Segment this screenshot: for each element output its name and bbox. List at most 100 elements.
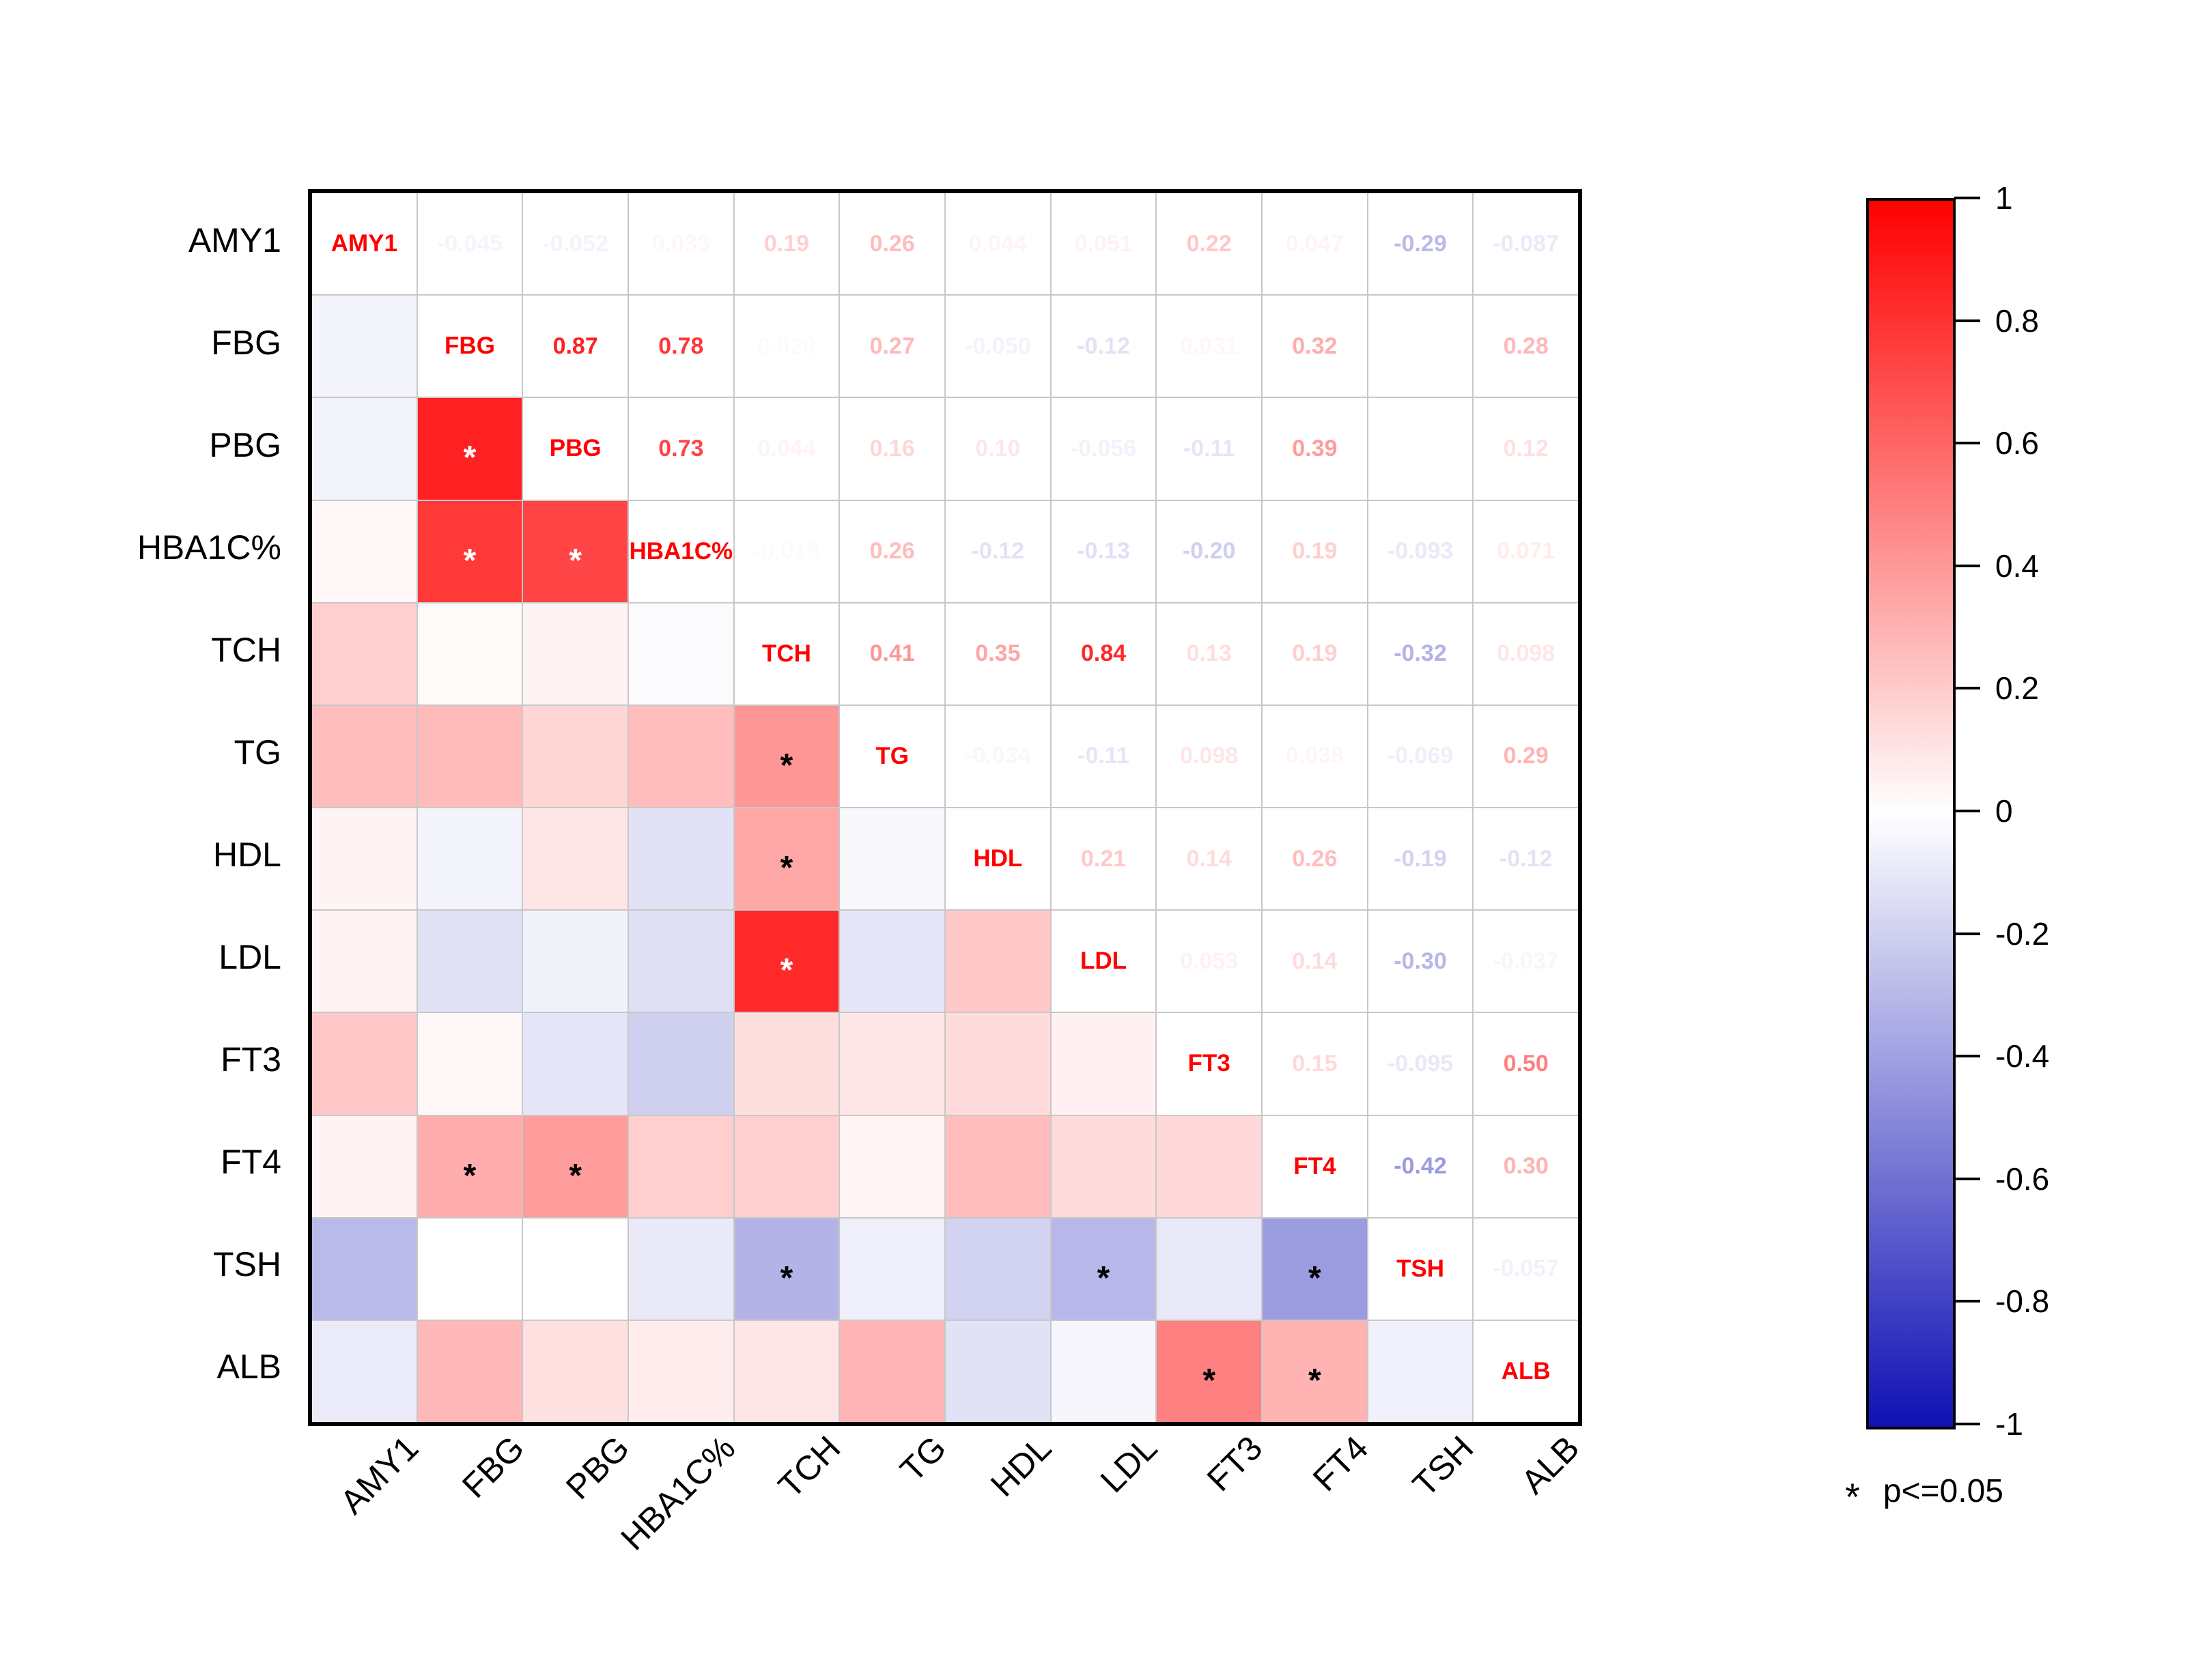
cell-PBG-TCH: 0.044	[734, 398, 839, 500]
cell-FBG-LDL: -0.12	[1051, 296, 1156, 397]
cell-TG-AMY1	[312, 705, 417, 807]
y-axis-label-FT4: FT4	[221, 1143, 281, 1181]
diagonal-label-ALB: ALB	[1501, 1357, 1551, 1384]
cell-FT4-PBG: *	[523, 1115, 628, 1217]
corr-value-FBG-FT4: 0.32	[1292, 332, 1338, 359]
cell-TCH-FT4: 0.19	[1263, 603, 1367, 704]
corr-value-LDL-TSH: -0.30	[1394, 948, 1447, 974]
corr-value-FT4-ALB: 0.30	[1503, 1153, 1549, 1180]
cell-LDL-TCH: *	[734, 911, 839, 1012]
diagonal-label-LDL: LDL	[1080, 948, 1127, 975]
cell-FBG-FT3: 0.031	[1157, 296, 1261, 397]
cell-FBG-HBA1C%: 0.78	[629, 296, 733, 397]
cell-TSH-AMY1	[312, 1218, 417, 1320]
cell-AMY1-HDL: 0.044	[946, 193, 1050, 295]
cell-AMY1-PBG: -0.052	[523, 193, 628, 295]
cell-FT3-TSH: -0.095	[1368, 1013, 1473, 1115]
cell-HBA1C%-FT3: -0.20	[1157, 500, 1261, 602]
cell-PBG-LDL: -0.056	[1051, 398, 1156, 500]
cell-TSH-HDL	[946, 1218, 1050, 1320]
cell-TG-LDL: -0.11	[1051, 705, 1156, 807]
cell-AMY1-FT4: 0.047	[1263, 193, 1367, 295]
cell-FT3-FT4: 0.15	[1263, 1013, 1367, 1115]
cell-LDL-LDL: LDL	[1051, 911, 1156, 1012]
corr-value-HDL-FT4: 0.26	[1292, 845, 1338, 872]
cell-PBG-ALB: 0.12	[1474, 398, 1578, 500]
corr-value-TCH-ALB: 0.098	[1497, 640, 1556, 667]
cell-TSH-ALB: -0.057	[1474, 1218, 1578, 1320]
cell-ALB-TCH	[734, 1320, 839, 1422]
cell-FBG-FT4: 0.32	[1263, 296, 1367, 397]
cell-TG-TSH: -0.069	[1368, 705, 1473, 807]
cell-HDL-HBA1C%	[629, 808, 733, 910]
corr-value-HBA1C%-ALB: 0.071	[1497, 538, 1556, 565]
cell-FBG-FBG: FBG	[417, 296, 522, 397]
cell-FT3-AMY1	[312, 1013, 417, 1115]
cell-HBA1C%-ALB: 0.071	[1474, 500, 1578, 602]
corr-value-TCH-FT4: 0.19	[1292, 640, 1338, 667]
corr-value-PBG-LDL: -0.056	[1070, 435, 1137, 461]
cell-TG-ALB: 0.29	[1474, 705, 1578, 807]
corr-value-AMY1-HDL: 0.044	[968, 230, 1027, 257]
corr-value-TG-LDL: -0.11	[1078, 743, 1129, 769]
corr-value-LDL-FT4: 0.14	[1292, 948, 1338, 974]
cell-HDL-FT3: 0.14	[1157, 808, 1261, 910]
diagonal-label-AMY1: AMY1	[330, 230, 397, 257]
significance-star-symbol: *	[1845, 1475, 1860, 1518]
cell-HBA1C%-TSH: -0.093	[1368, 500, 1473, 602]
cell-LDL-HBA1C%	[629, 911, 733, 1012]
colorbar-tick-label-0.2: 0.2	[1995, 670, 2039, 707]
y-axis-label-PBG: PBG	[209, 426, 281, 464]
diagonal-label-FT4: FT4	[1293, 1152, 1336, 1180]
cell-PBG-FT4: 0.39	[1263, 398, 1367, 500]
corr-value-FBG-TCH: 0.020	[757, 332, 816, 359]
cell-TSH-FT3	[1157, 1218, 1261, 1320]
corr-value-LDL-ALB: -0.037	[1493, 948, 1559, 974]
cell-LDL-PBG	[523, 911, 628, 1012]
colorbar-tick-label--0.8: -0.8	[1995, 1283, 2050, 1320]
colorbar-tick--0.4	[1954, 1055, 1980, 1058]
cell-FBG-ALB: 0.28	[1474, 296, 1578, 397]
cell-FT4-FT4: FT4	[1263, 1115, 1367, 1217]
colorbar-tick-label-0.6: 0.6	[1995, 425, 2039, 461]
cell-FT3-FT3: FT3	[1157, 1013, 1261, 1115]
diagonal-label-HDL: HDL	[973, 845, 1023, 872]
cell-TG-FT3: 0.098	[1157, 705, 1261, 807]
corr-value-PBG-HBA1C%: 0.73	[658, 435, 704, 461]
corr-value-FT3-TSH: -0.095	[1387, 1050, 1454, 1077]
colorbar-tick-0	[1954, 810, 1980, 812]
cell-TG-HDL: -0.034	[946, 705, 1050, 807]
cell-FBG-PBG: 0.87	[523, 296, 628, 397]
cell-TSH-FBG	[417, 1218, 522, 1320]
cell-TG-FT4: 0.038	[1263, 705, 1367, 807]
cell-HDL-AMY1	[312, 808, 417, 910]
corr-value-HBA1C%-FT4: 0.19	[1292, 538, 1338, 565]
cell-FT4-HDL	[946, 1115, 1050, 1217]
cell-PBG-AMY1	[312, 398, 417, 500]
diagonal-label-FT3: FT3	[1187, 1050, 1230, 1077]
cell-TCH-PBG	[523, 603, 628, 704]
cell-FT4-LDL	[1051, 1115, 1156, 1217]
cell-TSH-TSH: TSH	[1368, 1218, 1473, 1320]
cell-AMY1-TG: 0.26	[840, 193, 944, 295]
cell-PBG-HBA1C%: 0.73	[629, 398, 733, 500]
cell-LDL-TG	[840, 911, 944, 1012]
cell-TG-HBA1C%	[629, 705, 733, 807]
cell-AMY1-AMY1: AMY1	[312, 193, 417, 295]
colorbar-tick-label-0.4: 0.4	[1995, 547, 2039, 584]
y-axis-label-AMY1: AMY1	[188, 221, 281, 259]
corr-value-AMY1-HBA1C%: 0.033	[651, 230, 710, 257]
cell-HBA1C%-TCH: -0.018	[734, 500, 839, 602]
significance-legend: * p<=0.05	[1845, 1469, 2003, 1518]
corr-value-FBG-TG: 0.27	[869, 332, 915, 359]
cell-FT3-HDL	[946, 1013, 1050, 1115]
cell-HDL-ALB: -0.12	[1474, 808, 1578, 910]
colorbar-tick--1	[1954, 1423, 1980, 1425]
colorbar-tick-label-0: 0	[1995, 793, 2013, 829]
corr-value-AMY1-FBG: -0.045	[436, 230, 503, 257]
diagonal-label-HBA1C%: HBA1C%	[629, 537, 733, 565]
cell-TCH-TSH: -0.32	[1368, 603, 1473, 704]
cell-HBA1C%-PBG: *	[523, 500, 628, 602]
correlation-matrix-grid: AMY1 -0.045 -0.052 0.033 0.19 0.26 0.044 0.051 0…	[308, 189, 1582, 1426]
